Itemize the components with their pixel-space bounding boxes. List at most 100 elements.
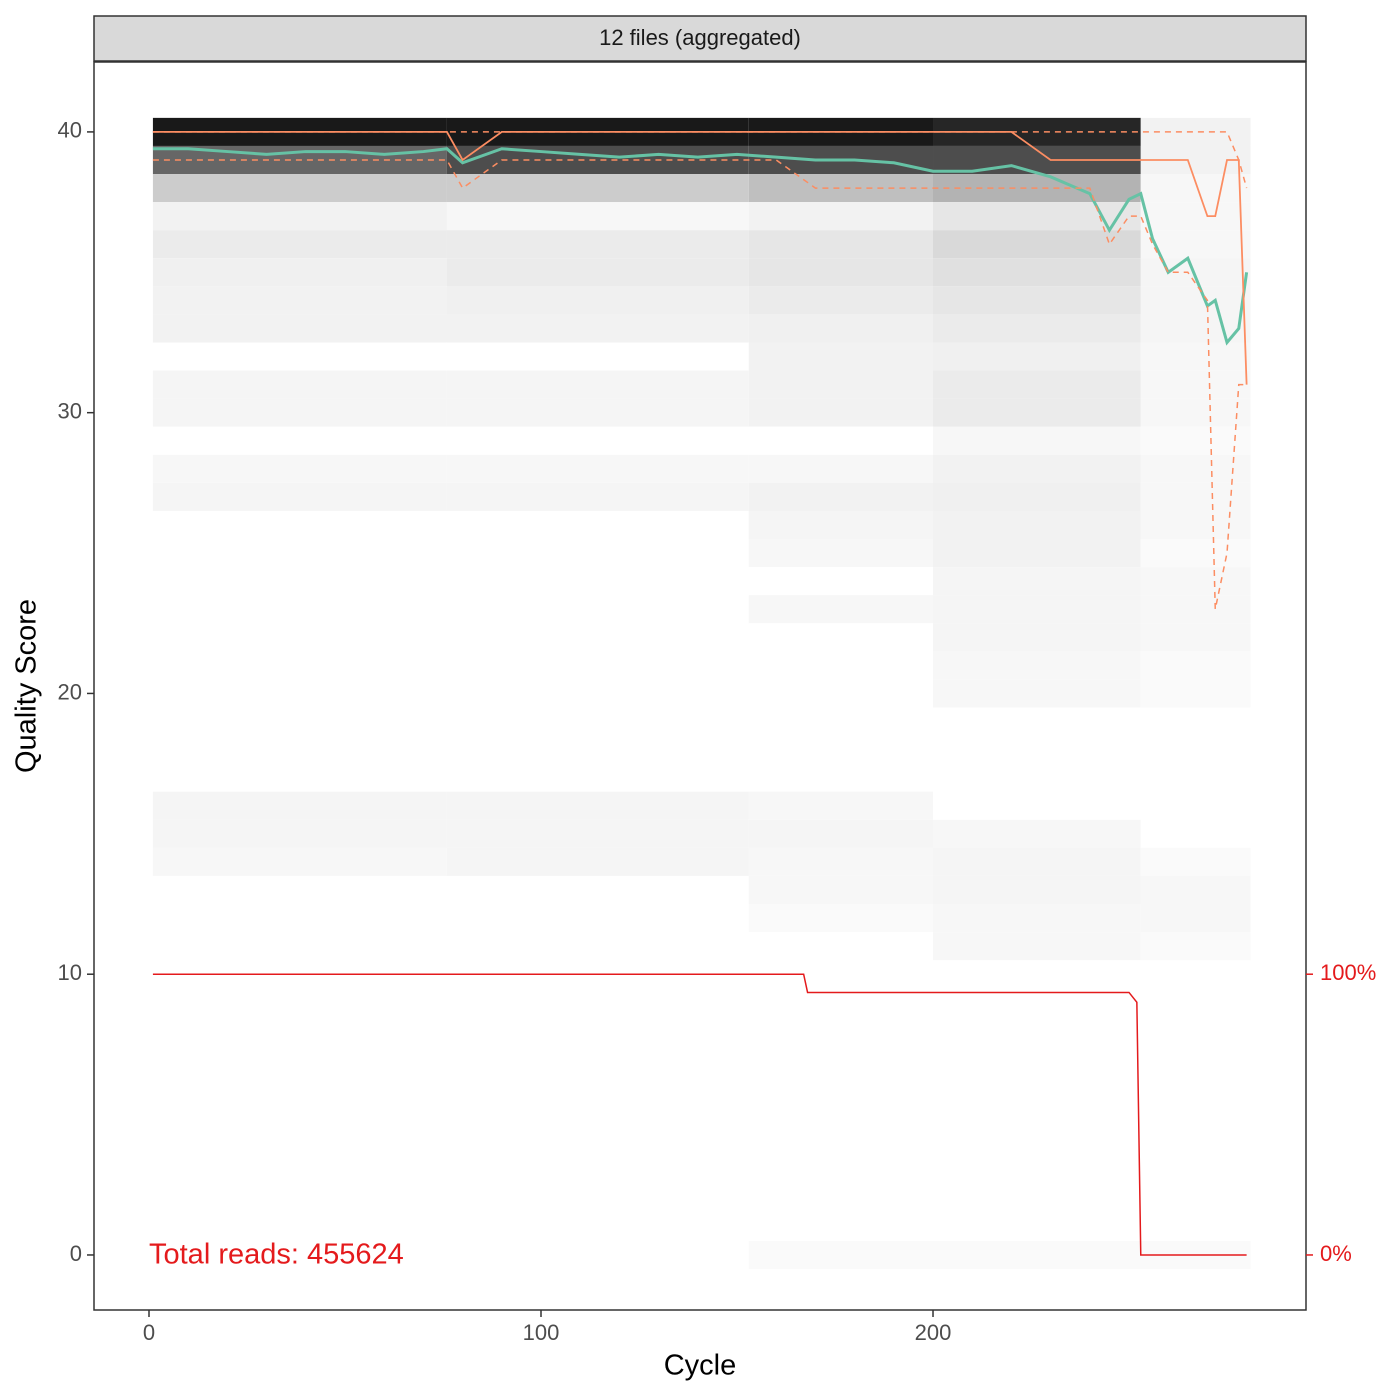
heatmap-tile: [1140, 286, 1251, 315]
heatmap-tile: [933, 510, 1141, 540]
heatmap-tile: [748, 510, 934, 540]
heatmap-tile: [748, 1240, 934, 1270]
heatmap-tile: [446, 230, 749, 259]
y-axis-title: Quality Score: [11, 599, 43, 773]
heatmap-tile: [152, 174, 447, 203]
heatmap-tile: [748, 426, 934, 455]
heatmap-tile: [933, 875, 1141, 905]
heatmap-tile: [748, 904, 934, 933]
heatmap-tile: [152, 230, 447, 259]
quality-line: [152, 147, 1249, 346]
heatmap-tile: [748, 539, 934, 568]
heatmap-tile: [152, 819, 447, 848]
heatmap-tile: [1140, 875, 1251, 905]
x-tick-label: 0: [143, 1320, 155, 1345]
heatmap-tile: [748, 791, 934, 820]
heatmap-tile: [446, 258, 749, 287]
heatmap-tile: [446, 426, 749, 455]
heatmap-tile: [1140, 314, 1251, 343]
y-tick-label: 20: [58, 679, 82, 704]
heatmap-tile: [152, 1240, 447, 1270]
heatmap-tile: [152, 679, 447, 708]
heatmap-tile: [933, 230, 1141, 259]
heatmap-tile: [1140, 370, 1251, 399]
heatmap-tile: [446, 539, 749, 568]
heatmap-tile: [1140, 567, 1251, 596]
heatmap-tile: [748, 651, 934, 680]
heatmap-tile: [1140, 258, 1251, 287]
heatmap-tile: [446, 174, 749, 203]
heatmap-tile: [748, 819, 934, 848]
heatmap-tile: [152, 567, 447, 596]
read-proportion-line: [152, 973, 1247, 1256]
heatmap-tile: [748, 314, 934, 343]
y-tick-label: 30: [58, 398, 82, 423]
heatmap-tile: [1140, 904, 1251, 933]
heatmap-tile: [933, 398, 1141, 427]
heatmap-tile: [446, 314, 749, 343]
x-tick-label: 200: [915, 1320, 952, 1345]
heatmap-tile: [446, 482, 749, 511]
heatmap-tile: [748, 482, 934, 511]
heatmap-tile: [748, 286, 934, 315]
heatmap-tile: [446, 510, 749, 540]
heatmap-tile: [933, 595, 1141, 624]
heatmap-tile: [933, 482, 1141, 511]
heatmap-tile: [933, 426, 1141, 455]
heatmap-tile: [1140, 230, 1251, 259]
heatmap-tile: [748, 623, 934, 652]
heatmap-tile: [1140, 482, 1251, 511]
heatmap-tile: [1140, 510, 1251, 540]
heatmap-tile: [748, 370, 934, 399]
heatmap-tile: [933, 1240, 1141, 1270]
heatmap-tile: [152, 791, 447, 820]
heatmap-tile: [748, 567, 934, 596]
y-tick-label: 0: [70, 1241, 82, 1266]
heatmap-tile: [152, 932, 447, 961]
heatmap-tile: [1140, 539, 1251, 568]
plot-area: [152, 117, 1251, 1270]
heatmap-tile: [446, 847, 749, 876]
heatmap-tile: [933, 847, 1141, 876]
heatmap-tile: [933, 623, 1141, 652]
heatmap-tile: [748, 932, 934, 961]
heatmap-tile: [1140, 679, 1251, 708]
y-tick-label: 10: [58, 960, 82, 985]
heatmap-tile: [748, 454, 934, 483]
heatmap-tile: [1140, 932, 1251, 961]
heatmap-tile: [748, 258, 934, 287]
heatmap-tile: [1140, 819, 1251, 848]
facet-strip: [93, 15, 1307, 62]
heatmap-tile: [446, 342, 749, 371]
heatmap-tile: [933, 819, 1141, 848]
heatmap-tile: [933, 342, 1141, 371]
heatmap-tile: [152, 202, 447, 231]
quality-line: [152, 131, 1248, 189]
heatmap-tile: [446, 454, 749, 483]
heatmap-tile: [152, 904, 447, 933]
heatmap-tile: [446, 932, 749, 961]
heatmap-tile: [933, 454, 1141, 483]
heatmap-tile: [933, 567, 1141, 596]
heatmap-tile: [446, 370, 749, 399]
y2-tick-label: 100%: [1320, 960, 1376, 985]
heatmap-tile: [446, 875, 749, 905]
heatmap-tile: [446, 398, 749, 427]
heatmap-tile: [152, 875, 447, 905]
heatmap-tile: [1140, 791, 1251, 820]
heatmap-tile: [152, 539, 447, 568]
heatmap-tile: [152, 454, 447, 483]
heatmap-tile: [933, 314, 1141, 343]
heatmap-tile: [446, 1240, 749, 1270]
heatmap-tile: [933, 286, 1141, 315]
heatmap-tile: [446, 623, 749, 652]
heatmap-tile: [1140, 202, 1251, 231]
heatmap-tile: [1140, 426, 1251, 455]
panel-border: [93, 61, 1307, 1311]
heatmap-tile: [748, 679, 934, 708]
heatmap-tile: [1140, 847, 1251, 876]
heatmap-tile: [933, 258, 1141, 287]
heatmap-tile: [446, 595, 749, 624]
heatmap-tile: [1140, 174, 1251, 203]
